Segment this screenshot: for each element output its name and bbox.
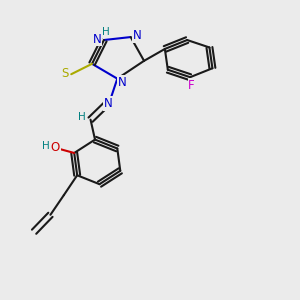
- Text: O: O: [51, 140, 60, 154]
- Text: F: F: [188, 79, 195, 92]
- Text: S: S: [61, 67, 68, 80]
- Text: H: H: [78, 112, 86, 122]
- Text: N: N: [117, 76, 126, 89]
- Text: N: N: [133, 29, 142, 42]
- Text: H: H: [101, 27, 109, 37]
- Text: N: N: [104, 97, 113, 110]
- Text: N: N: [93, 33, 101, 46]
- Text: H: H: [41, 141, 49, 151]
